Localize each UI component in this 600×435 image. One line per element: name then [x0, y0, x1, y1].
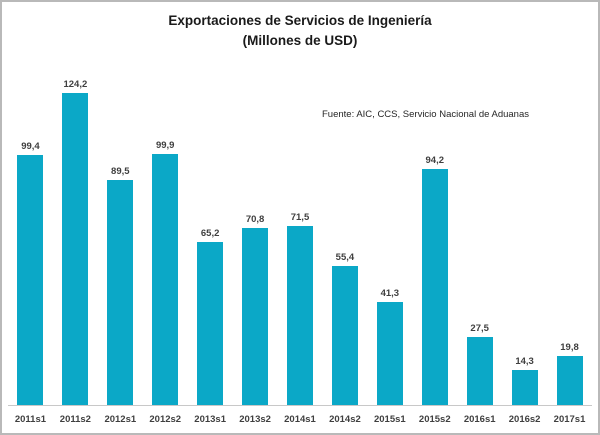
- bar-column: 65,2 2013s1: [188, 77, 233, 429]
- x-axis-label: 2016s1: [463, 414, 496, 425]
- x-axis-label: 2015s1: [373, 414, 406, 425]
- bar-column: 124,2 2011s2: [53, 77, 98, 429]
- x-axis-label: 2012s2: [149, 414, 182, 425]
- x-axis-label: 2013s2: [239, 414, 271, 425]
- bar: [466, 337, 493, 406]
- bar-column: 89,5 2012s1: [98, 77, 143, 429]
- bar: [421, 169, 448, 406]
- bar: [286, 226, 313, 406]
- bar-value-label: 94,2: [425, 155, 445, 166]
- x-axis-label: 2017s1: [553, 414, 586, 425]
- x-axis-line: [8, 405, 592, 406]
- bars-container: 99,4 2011s1 124,2 2011s2 89,5 2012s1 99,9 2012s…: [8, 77, 592, 429]
- x-axis-label: 2011s2: [59, 414, 91, 425]
- bar-column: 99,9 2012s2: [143, 77, 188, 429]
- bar-value-label: 65,2: [200, 228, 220, 239]
- bar: [17, 155, 44, 406]
- x-axis-label: 2016s2: [508, 414, 541, 425]
- x-axis-label: 2011s1: [14, 414, 47, 425]
- bar: [242, 228, 269, 406]
- bar-value-label: 89,5: [111, 166, 130, 177]
- bar: [152, 154, 179, 406]
- bar: [107, 180, 134, 406]
- bar-column: 14,3 2016s2: [502, 77, 547, 429]
- bar: [556, 356, 583, 406]
- chart-title: Exportaciones de Servicios de Ingeniería…: [2, 2, 598, 51]
- bar-column: 19,8 2017s1: [547, 77, 592, 429]
- bar-value-label: 99,9: [155, 140, 175, 151]
- bar: [376, 302, 403, 406]
- plot-area: 99,4 2011s1 124,2 2011s2 89,5 2012s1 99,9 2012s…: [8, 77, 592, 429]
- bar-column: 70,8 2013s2: [233, 77, 278, 429]
- bar-column: 27,5 2016s1: [457, 77, 502, 429]
- bar: [62, 93, 89, 406]
- x-axis-label: 2013s1: [194, 414, 226, 425]
- bar: [511, 370, 538, 406]
- bar-value-label: 14,3: [515, 356, 534, 367]
- bar-value-label: 55,4: [335, 252, 355, 263]
- bar: [197, 242, 224, 406]
- bar-value-label: 41,3: [380, 288, 400, 299]
- source-note: Fuente: AIC, CCS, Servicio Nacional de A…: [322, 109, 530, 120]
- chart-title-line1: Exportaciones de Servicios de Ingeniería: [168, 13, 432, 28]
- bar-column: 71,5 2014s1: [278, 77, 323, 429]
- bar-value-label: 70,8: [245, 214, 265, 225]
- bar-column: 55,4 2014s2: [322, 77, 367, 429]
- bar-value-label: 124,2: [63, 79, 88, 90]
- x-axis-label: 2012s1: [104, 414, 137, 425]
- x-axis-label: 2014s2: [329, 414, 361, 425]
- x-axis-label: 2015s2: [418, 414, 451, 425]
- bar-column: 99,4 2011s1: [8, 77, 53, 429]
- bar-column: 94,2 2015s2: [412, 77, 457, 429]
- bar-column: 41,3 2015s1: [367, 77, 412, 429]
- bar-value-label: 71,5: [290, 212, 310, 223]
- bar-value-label: 99,4: [21, 141, 40, 152]
- bar-value-label: 19,8: [560, 342, 579, 353]
- chart-title-line2: (Millones de USD): [242, 33, 358, 48]
- x-axis-label: 2014s1: [284, 414, 316, 425]
- bar: [331, 266, 358, 406]
- bar-value-label: 27,5: [470, 323, 489, 334]
